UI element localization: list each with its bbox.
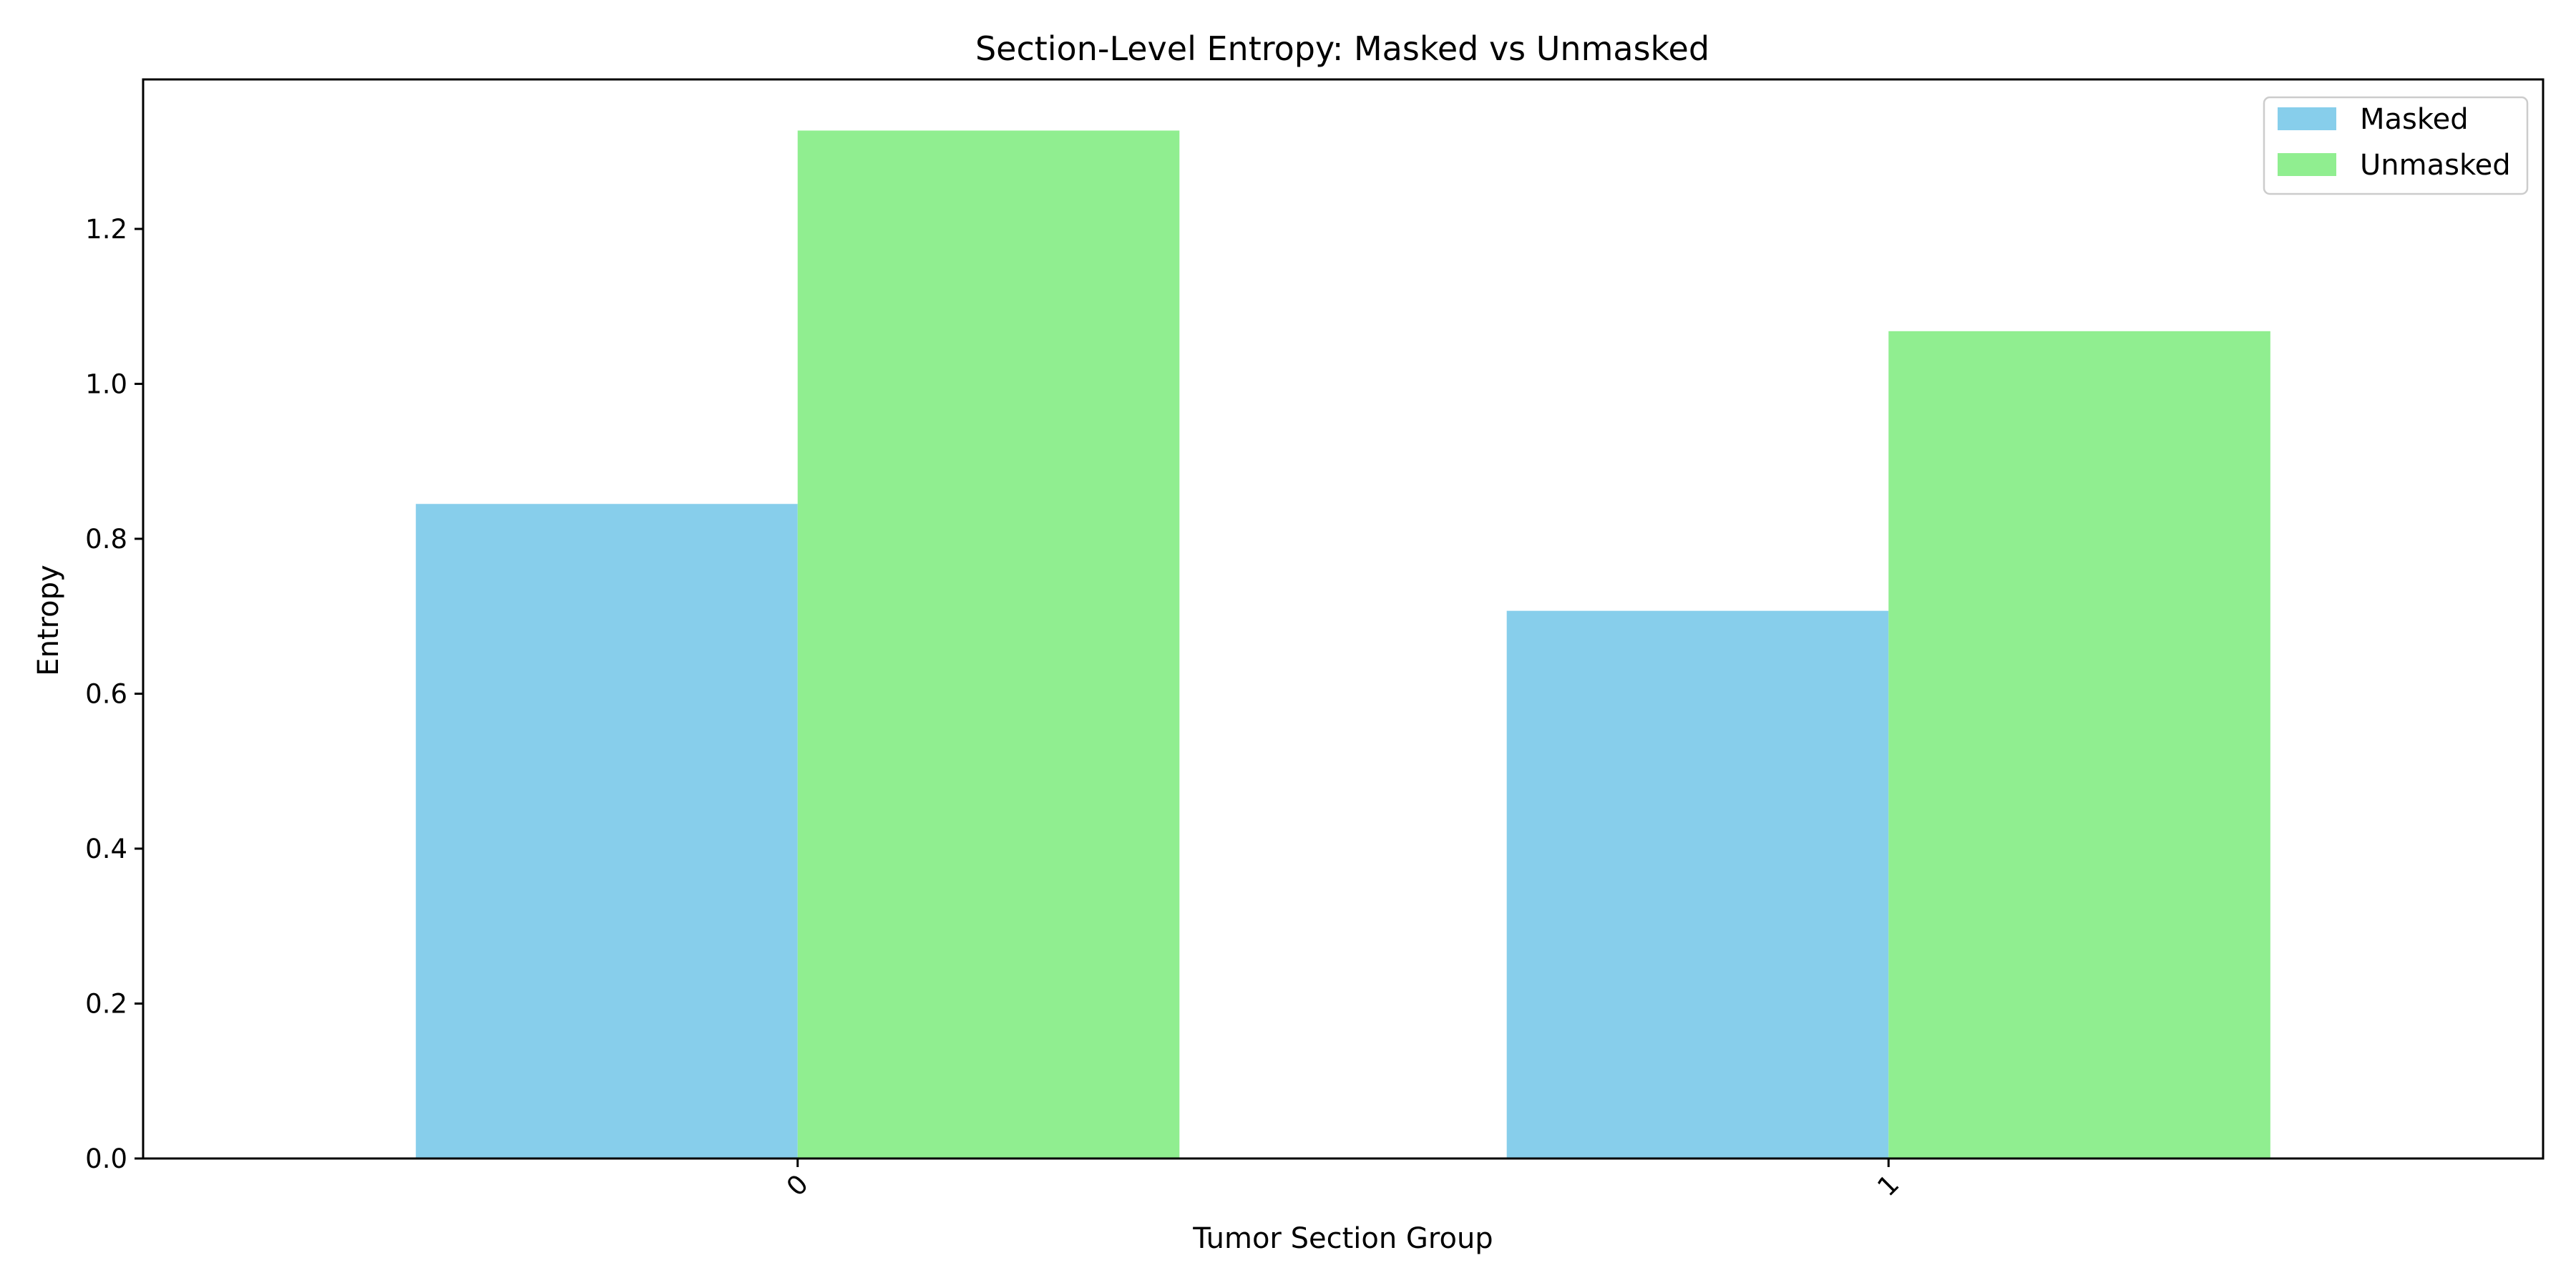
legend-swatch-masked: [2278, 107, 2336, 130]
y-tick-label: 0.6: [85, 678, 127, 709]
bar-masked-1: [1506, 610, 1889, 1158]
y-tick-label: 0.2: [85, 988, 127, 1019]
legend-swatch-unmasked: [2278, 153, 2336, 176]
y-tick-label: 1.0: [85, 369, 127, 399]
chart-title: Section-Level Entropy: Masked vs Unmaske…: [975, 29, 1709, 68]
y-tick-label: 1.2: [85, 214, 127, 245]
bar-unmasked-0: [797, 130, 1180, 1158]
y-tick-label: 0.0: [85, 1143, 127, 1174]
bar-masked-0: [416, 504, 798, 1158]
y-tick-label: 0.4: [85, 834, 127, 864]
x-axis-label: Tumor Section Group: [1192, 1222, 1493, 1255]
y-axis-label: Entropy: [32, 565, 65, 675]
y-tick-label: 0.8: [85, 524, 127, 555]
legend-label-masked: Masked: [2360, 103, 2469, 136]
plot-frame: [142, 78, 2545, 1160]
legend: Masked Unmasked: [2263, 96, 2529, 195]
legend-label-unmasked: Unmasked: [2360, 149, 2511, 182]
bar-unmasked-1: [1888, 331, 2270, 1158]
y-axis: 0.0 0.2 0.4 0.6 0.8 1.0 1.2: [85, 214, 143, 1174]
bars-layer: [416, 130, 2270, 1158]
